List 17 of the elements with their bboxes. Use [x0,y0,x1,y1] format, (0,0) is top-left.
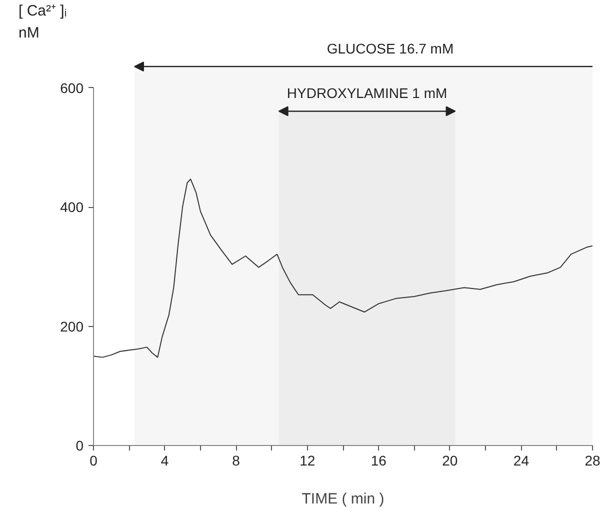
x-tick-label: 0 [90,452,98,468]
y-tick-label: 400 [60,199,84,216]
y-tick-label: 0 [76,438,84,454]
x-tick-label: 24 [513,452,530,468]
band-label: HYDROXYLAMINE 1 mM [286,85,448,102]
line-series [94,178,592,358]
y-tick-label: 600 [60,80,84,96]
x-tick-label: 20 [442,452,458,468]
x-tick-label: 28 [584,452,600,468]
x-tick-label: 4 [160,452,169,468]
x-tick-label: 12 [300,452,316,468]
band-label: GLUCOSE 16.7 mM [326,40,454,57]
x-tick-label: 16 [370,452,387,468]
y-tick-label: 200 [60,318,84,334]
x-axis-title: TIME ( min ) [302,490,384,508]
y-axis-title: [ Ca²⁺ ]ᵢ nM [18,2,67,42]
x-tick-label: 8 [232,452,240,468]
